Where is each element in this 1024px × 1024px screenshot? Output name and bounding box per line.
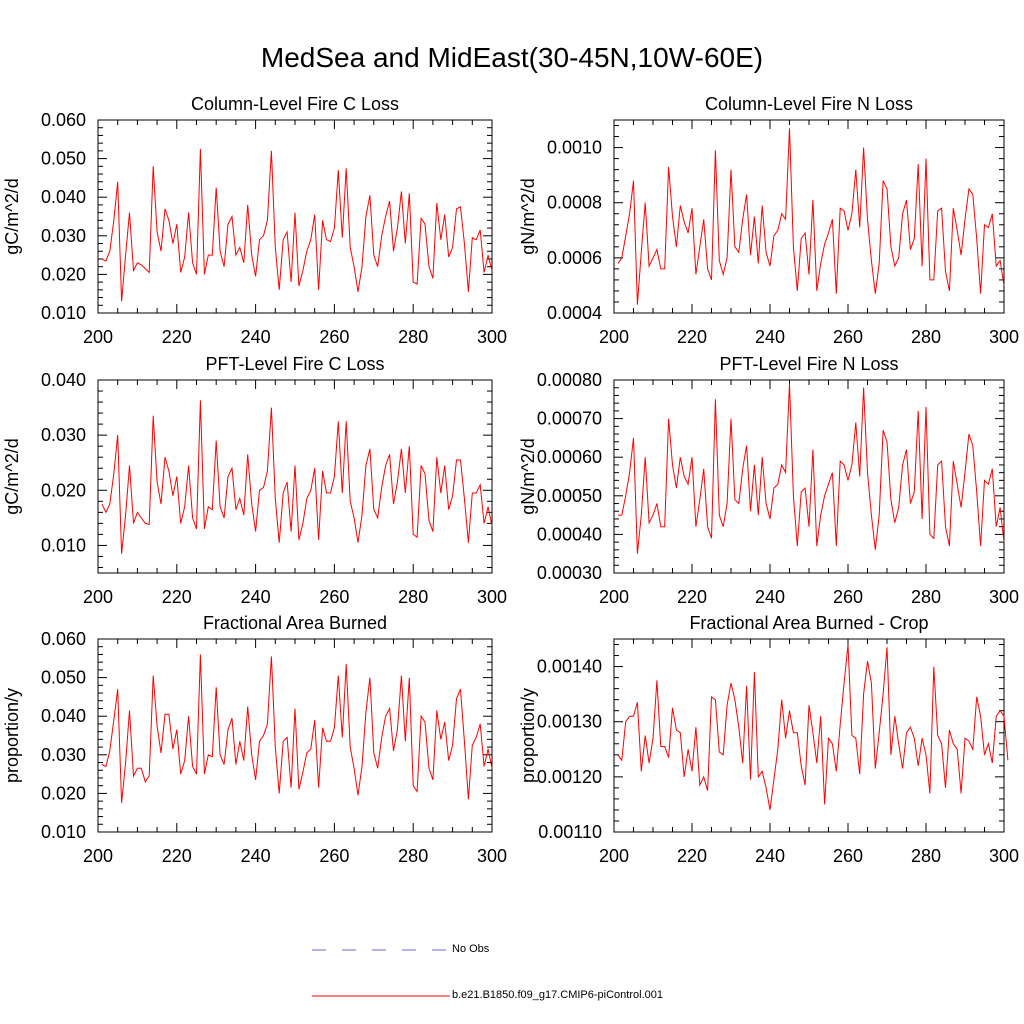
x-tick-label: 200 [83,846,113,866]
y-tick-label: 0.050 [41,149,86,169]
x-tick-label: 260 [319,587,349,607]
y-tick-label: 0.00080 [537,370,602,390]
x-tick-label: 260 [319,327,349,347]
y-tick-label: 0.020 [41,783,86,803]
y-tick-label: 0.040 [41,187,86,207]
y-tick-label: 0.00040 [537,524,602,544]
y-tick-label: 0.060 [41,629,86,649]
x-tick-label: 300 [989,587,1019,607]
x-tick-label: 200 [599,587,629,607]
series-line [101,400,493,554]
x-tick-label: 220 [677,327,707,347]
x-tick-label: 280 [911,846,941,866]
y-tick-label: 0.00050 [537,486,602,506]
panel-title: Fractional Area Burned [203,613,387,633]
y-tick-label: 0.010 [41,535,86,555]
y-tick-label: 0.010 [41,303,86,323]
panel-title: PFT-Level Fire C Loss [205,354,384,374]
y-tick-label: 0.040 [41,706,86,726]
y-tick-label: 0.0010 [547,138,602,158]
y-tick-label: 0.00120 [537,767,602,787]
panel-6: Fractional Area Burned - Crop proportion/… [518,613,1019,866]
y-tick-label: 0.030 [41,745,86,765]
x-tick-label: 220 [677,846,707,866]
y-tick-label: 0.00140 [537,657,602,677]
panel-5: Fractional Area Burned proportion/y 200 220… [2,613,507,866]
x-tick-label: 240 [755,327,785,347]
x-tick-label: 220 [162,587,192,607]
x-tick-label: 300 [477,327,507,347]
y-tick-label: 0.020 [41,264,86,284]
y-tick-label: 0.060 [41,110,86,130]
series-line [101,654,493,804]
series-line [101,148,493,302]
panel-3: PFT-Level Fire C Loss gC/m^2/d 200 220 240 26… [2,354,507,607]
x-tick-label: 200 [599,327,629,347]
y-tick-label: 0.050 [41,668,86,688]
y-tick-label: 0.020 [41,480,86,500]
y-tick-label: 0.00030 [537,563,602,583]
y-axis-label: gC/m^2/d [2,438,22,514]
x-tick-label: 260 [319,846,349,866]
panel-title: Fractional Area Burned - Crop [689,613,928,633]
figure-title: MedSea and MidEast(30-45N,10W-60E) [260,42,764,73]
panel-title: PFT-Level Fire N Loss [719,354,898,374]
x-tick-label: 240 [241,327,271,347]
x-tick-label: 280 [911,587,941,607]
x-tick-label: 300 [989,846,1019,866]
x-tick-label: 280 [398,587,428,607]
x-tick-label: 300 [477,587,507,607]
panel-2: Column-Level Fire N Loss gN/m^2/d 200 220 24… [518,94,1019,347]
series-line [617,128,1005,305]
panel-title: Column-Level Fire N Loss [705,94,913,114]
x-tick-label: 200 [83,587,113,607]
panel-4: PFT-Level Fire N Loss gN/m^2/d 200 220 240 26… [518,354,1019,607]
y-tick-label: 0.040 [41,370,86,390]
x-tick-label: 200 [83,327,113,347]
y-tick-label: 0.030 [41,425,86,445]
y-axis-label: proportion/y [518,688,538,783]
x-tick-label: 220 [162,846,192,866]
y-tick-label: 0.0004 [547,303,602,323]
panel-1: Column-Level Fire C Loss gC/m^2/d 200 220 24… [2,94,507,347]
x-tick-label: 240 [755,846,785,866]
x-tick-label: 200 [599,846,629,866]
x-tick-label: 300 [477,846,507,866]
y-tick-label: 0.00130 [537,712,602,732]
y-tick-label: 0.00070 [537,409,602,429]
x-tick-label: 280 [911,327,941,347]
series-line [617,383,1005,554]
x-tick-label: 260 [833,327,863,347]
x-tick-label: 260 [833,587,863,607]
x-tick-label: 280 [398,846,428,866]
x-tick-label: 220 [677,587,707,607]
y-tick-label: 0.010 [41,822,86,842]
y-axis-label: proportion/y [2,688,22,783]
y-axis-label: gC/m^2/d [2,178,22,254]
x-tick-label: 260 [833,846,863,866]
y-axis-label: gN/m^2/d [518,438,538,514]
x-tick-label: 300 [989,327,1019,347]
x-tick-label: 240 [755,587,785,607]
x-tick-label: 240 [241,846,271,866]
x-tick-label: 240 [241,587,271,607]
legend-label-model: b.e21.B1850.f09_g17.CMIP6-piControl.001 [452,989,663,1001]
series-line [617,644,1009,810]
x-tick-label: 280 [398,327,428,347]
y-tick-label: 0.030 [41,226,86,246]
y-tick-label: 0.0006 [547,248,602,268]
legend-label-no-obs: No Obs [452,943,490,955]
panel-title: Column-Level Fire C Loss [191,94,399,114]
y-tick-label: 0.00110 [538,822,602,842]
y-tick-label: 0.00060 [537,447,602,467]
x-tick-label: 220 [162,327,192,347]
y-axis-label: gN/m^2/d [518,178,538,254]
y-tick-label: 0.0008 [547,193,602,213]
